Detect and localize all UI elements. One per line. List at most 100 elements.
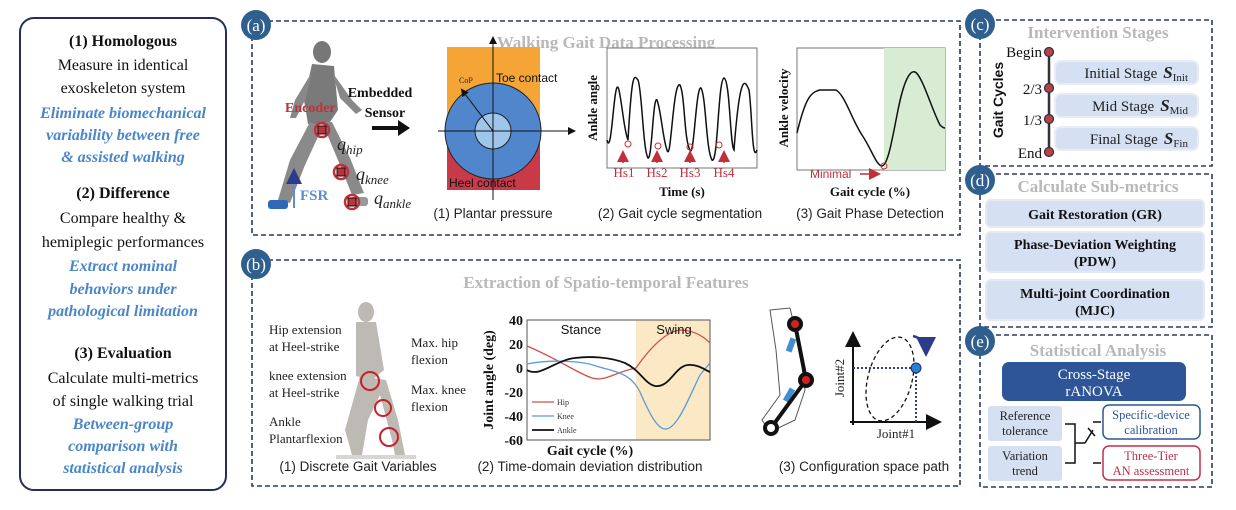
segmentation-caption: (2) Gait cycle segmentation	[598, 206, 762, 221]
variable-label: at Heel-strike	[269, 385, 340, 400]
stage-initial: Initial Stage SInit	[1054, 60, 1199, 85]
ankle-line	[526, 356, 711, 387]
y-tick-label: -60	[504, 434, 523, 449]
heel-contact-label: Heel contact	[449, 176, 516, 190]
encoder-knee-icon	[332, 163, 350, 181]
svg-text:Phase-Deviation Weighting: Phase-Deviation Weighting	[1014, 238, 1176, 253]
variable-label: Hip extension	[269, 322, 342, 337]
rotation-arrow-icon	[912, 334, 936, 357]
section-highlight: behaviors under	[69, 281, 177, 298]
y-tick-label: 40	[509, 314, 523, 329]
toe-contact-label: Toe contact	[496, 71, 558, 85]
section-heading: (1) Homologous	[69, 33, 177, 50]
minimal-annotation: Minimal	[810, 167, 851, 181]
knee-line	[526, 360, 711, 430]
timeline-dots	[1043, 46, 1055, 158]
panel-e-badge: (e)	[965, 326, 995, 356]
panel-c-badge: (c)	[965, 9, 995, 39]
phase-detection-caption: (3) Gait Phase Detection	[796, 206, 944, 221]
svg-text:Gait Restoration (GR): Gait Restoration (GR)	[1028, 208, 1162, 223]
section-heading: (3) Evaluation	[74, 345, 171, 362]
panel-a: (a) Walking Gait Data Processing Encoder…	[241, 10, 961, 236]
timeline-tick: 2/3	[1023, 82, 1042, 98]
svg-text:calibration: calibration	[1124, 423, 1178, 437]
legend-label: Ankle	[557, 426, 577, 435]
swing-region	[636, 320, 710, 440]
svg-text:(c): (c)	[971, 15, 990, 34]
gait-phase-chart	[796, 47, 946, 180]
hs-marker-label: Hs3	[680, 165, 701, 180]
timeline-tick: End	[1018, 146, 1043, 162]
ankle-angle-line	[606, 76, 758, 161]
section-text: hemiplegic performances	[42, 234, 204, 251]
section-highlight: comparison with	[68, 438, 178, 455]
panel-d: (d) Calculate Sub-metrics Gait Restorati…	[965, 165, 1213, 328]
svg-text:(MJC): (MJC)	[1075, 304, 1115, 319]
ankle-angle-ylabel: Ankle angle	[585, 75, 600, 141]
svg-text:(b): (b)	[246, 255, 266, 274]
stage-final: Final Stage SFin	[1054, 126, 1199, 151]
y-tick-label: 20	[509, 338, 523, 353]
svg-text:Cross-Stage: Cross-Stage	[1058, 367, 1131, 383]
panel-a-title: Walking Gait Data Processing	[497, 33, 716, 52]
stage-mid: Mid Stage SMid	[1054, 93, 1199, 118]
section-highlight: statistical analysis	[62, 460, 183, 477]
hs-marker-label: Hs4	[714, 165, 735, 180]
panel-b: (b) Extraction of Spatio-temporal Featur…	[241, 249, 961, 487]
left-summary-panel: (1) Homologous Measure in identical exos…	[19, 17, 227, 491]
panel-a-badge: (a)	[241, 10, 271, 40]
switch-connector	[1065, 421, 1101, 464]
metric-pdw: Phase-Deviation Weighting (PDW)	[985, 231, 1205, 273]
metric-mjc: Multi-joint Coordination (MJC)	[985, 279, 1205, 321]
gray-walker-silhouette	[336, 302, 416, 459]
section-highlight: Eliminate biomechanical	[39, 105, 206, 122]
section-highlight: & assisted walking	[61, 149, 185, 166]
panel-c: (c) Intervention Stages Gait Cycles Begi…	[965, 9, 1213, 167]
ankle-velocity-line	[796, 71, 946, 167]
gait-cycle-xlabel: Gait cycle (%)	[830, 184, 910, 199]
svg-text:(PDW): (PDW)	[1074, 255, 1116, 270]
hs-marker-label: Hs1	[614, 165, 635, 180]
section-text: Calculate multi-metrics	[48, 370, 199, 387]
svg-text:(a): (a)	[247, 16, 266, 35]
joint2-axis-label: Joint#2	[832, 359, 847, 397]
discrete-variables-caption: (1) Discrete Gait Variables	[279, 459, 437, 474]
section-highlight: Extract nominal	[68, 258, 178, 275]
svg-text:(e): (e)	[971, 332, 990, 351]
time-domain-caption: (2) Time-domain deviation distribution	[477, 459, 702, 474]
swing-label: Swing	[656, 322, 691, 337]
configuration-caption: (3) Configuration space path	[779, 459, 949, 474]
y-tick-label: -20	[504, 386, 523, 401]
panel-e: (e) Statistical Analysis Cross-Stage rAN…	[965, 326, 1213, 488]
time-xlabel: Time (s)	[659, 184, 705, 199]
svg-text:tolerance: tolerance	[1002, 424, 1048, 438]
encoder-label: Encoder	[285, 101, 336, 116]
svg-text:Reference: Reference	[1000, 409, 1051, 423]
leg-linkage-illustration	[761, 307, 814, 436]
panel-e-title: Statistical Analysis	[1030, 341, 1167, 360]
joint-angle-ylabel: Joint angle (deg)	[482, 330, 497, 430]
variable-label: Max. knee	[411, 382, 466, 397]
svg-text:Variation: Variation	[1002, 449, 1049, 463]
ankle-velocity-ylabel: Ankle velocity	[776, 68, 791, 148]
svg-text:trend: trend	[1012, 464, 1038, 478]
joint-highlight-circles	[360, 371, 399, 447]
anova-box: Cross-Stage rANOVA	[1002, 362, 1186, 401]
svg-text:AN assessment: AN assessment	[1113, 464, 1190, 478]
legend-label: Hip	[557, 398, 569, 407]
section-highlight: Between-group	[72, 416, 173, 433]
q-ankle-label: qankle	[374, 188, 411, 211]
y-tick-label: 0	[516, 362, 523, 377]
plantar-pressure-diagram	[438, 36, 576, 200]
q-knee-label: qknee	[356, 164, 389, 187]
cop-label: CoP	[459, 76, 473, 85]
y-tick-label: -40	[504, 410, 523, 425]
timeline-tick: 1/3	[1023, 113, 1042, 129]
panel-b-badge: (b)	[241, 249, 271, 279]
variable-label: flexion	[411, 352, 448, 367]
